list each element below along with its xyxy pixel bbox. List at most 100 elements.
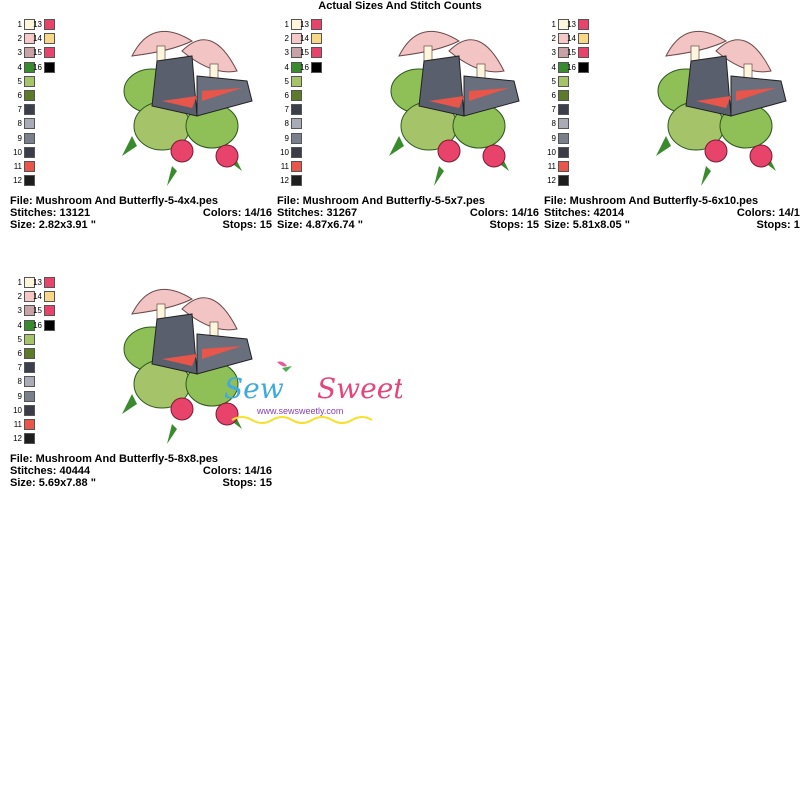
palette-swatch: 14 bbox=[30, 32, 55, 45]
file-name: File: Mushroom And Butterfly-5-8x8.pes bbox=[10, 453, 219, 465]
palette-swatch: 10 bbox=[10, 146, 35, 159]
swatch-color bbox=[311, 61, 322, 73]
swatch-number: 3 bbox=[17, 306, 22, 316]
swatch-color bbox=[578, 33, 589, 45]
swatch-color bbox=[311, 47, 322, 59]
flowers bbox=[704, 139, 773, 168]
swatch-number: 10 bbox=[547, 147, 556, 157]
palette-swatch: 6 bbox=[10, 347, 35, 360]
file-name: File: Mushroom And Butterfly-5-4x4.pes bbox=[10, 195, 219, 207]
palette-swatch: 1 bbox=[544, 18, 569, 31]
swatch-number: 10 bbox=[13, 147, 22, 157]
palette-swatch: 4 bbox=[544, 61, 569, 74]
file-name: File: Mushroom And Butterfly-5-5x7.pes bbox=[277, 195, 486, 207]
swatch-number: 8 bbox=[17, 377, 22, 387]
swatch-number: 11 bbox=[13, 162, 22, 171]
stitch-count: Stitches: 31267 bbox=[277, 207, 358, 219]
palette-swatch: 9 bbox=[277, 132, 302, 145]
swatch-number: 8 bbox=[17, 119, 22, 129]
swatch-color bbox=[558, 61, 569, 73]
swatch-color bbox=[578, 47, 589, 59]
swatch-number: 6 bbox=[284, 91, 289, 100]
palette-swatch: 1 bbox=[10, 276, 35, 289]
palette-swatch: 8 bbox=[544, 117, 569, 130]
palette-swatch: 15 bbox=[30, 46, 55, 59]
butterfly bbox=[151, 313, 253, 375]
swatch-color bbox=[558, 161, 569, 172]
palette-swatch: 11 bbox=[544, 160, 569, 173]
sew-sweetly-logo: Sew Sweetly www.sewsweetly.com bbox=[222, 358, 430, 428]
swatch-number: 12 bbox=[547, 176, 556, 186]
flowers bbox=[170, 139, 239, 168]
palette-swatch: 16 bbox=[30, 319, 55, 332]
swatch-number: 11 bbox=[280, 162, 289, 171]
color-count: Colors: 14/16 bbox=[736, 207, 800, 219]
swatch-color bbox=[24, 362, 35, 374]
swatch-color bbox=[24, 90, 35, 101]
stop-count: Stops: 15 bbox=[222, 477, 272, 489]
swatch-number: 5 bbox=[284, 76, 289, 86]
palette-swatch: 7 bbox=[10, 103, 35, 116]
swatch-number: 7 bbox=[17, 105, 22, 115]
design-size: Size: 4.87x6.74 " bbox=[277, 219, 363, 231]
palette-swatch: 1 bbox=[277, 18, 302, 31]
palette-swatch: 14 bbox=[297, 32, 322, 45]
swatch-number: 14 bbox=[567, 34, 576, 44]
swatch-number: 4 bbox=[17, 62, 22, 72]
swatch-number: 13 bbox=[567, 20, 576, 29]
swatch-number: 7 bbox=[284, 105, 289, 115]
swatch-color bbox=[291, 132, 302, 144]
palette-swatch: 13 bbox=[30, 18, 55, 31]
color-count: Colors: 14/16 bbox=[469, 207, 539, 219]
logo-brand-text: Sweetly bbox=[317, 372, 402, 405]
swatch-color bbox=[44, 19, 55, 30]
embroidery-design-image bbox=[636, 16, 800, 191]
swatch-number: 4 bbox=[551, 62, 556, 72]
palette-swatch: 9 bbox=[544, 132, 569, 145]
stop-count: Stops: 15 bbox=[756, 219, 800, 231]
swatch-number: 11 bbox=[547, 162, 556, 171]
page-title: Actual Sizes And Stitch Counts bbox=[318, 0, 482, 12]
swatch-color bbox=[24, 104, 35, 116]
swatch-number: 5 bbox=[551, 76, 556, 86]
palette-swatch: 16 bbox=[564, 61, 589, 74]
swatch-color bbox=[558, 104, 569, 116]
swatch-number: 15 bbox=[567, 48, 576, 58]
palette-swatch: 2 bbox=[10, 290, 35, 303]
palette-swatch: 5 bbox=[10, 333, 35, 346]
swatch-color bbox=[558, 90, 569, 101]
palette-swatch: 11 bbox=[277, 160, 302, 173]
swatch-number: 15 bbox=[33, 306, 42, 316]
swatch-number: 9 bbox=[17, 391, 22, 401]
swatch-color bbox=[291, 33, 302, 45]
swatch-color bbox=[24, 419, 35, 430]
palette-swatch: 10 bbox=[544, 146, 569, 159]
swatch-color bbox=[24, 277, 35, 288]
palette-swatch: 13 bbox=[30, 276, 55, 289]
palette-swatch: 12 bbox=[10, 174, 35, 187]
swatch-number: 2 bbox=[284, 34, 289, 44]
swatch-number: 5 bbox=[17, 334, 22, 344]
swatch-color bbox=[24, 146, 35, 158]
swatch-color bbox=[24, 132, 35, 144]
palette-swatch: 4 bbox=[10, 61, 35, 74]
swatch-color bbox=[24, 348, 35, 359]
swatch-color bbox=[558, 19, 569, 30]
swatch-color bbox=[558, 75, 569, 87]
palette-swatch: 3 bbox=[10, 304, 35, 317]
stop-count: Stops: 15 bbox=[489, 219, 539, 231]
swatch-number: 1 bbox=[551, 20, 556, 29]
palette-swatch: 9 bbox=[10, 390, 35, 403]
palette-swatch: 12 bbox=[10, 432, 35, 445]
palette-swatch: 7 bbox=[277, 103, 302, 116]
palette-swatch: 2 bbox=[10, 32, 35, 45]
swatch-color bbox=[24, 376, 35, 388]
design-info: File: Mushroom And Butterfly-5-6x10.pes … bbox=[544, 195, 800, 231]
swatch-number: 6 bbox=[17, 91, 22, 100]
palette-swatch: 14 bbox=[30, 290, 55, 303]
swatch-number: 15 bbox=[33, 48, 42, 58]
swatch-color bbox=[558, 33, 569, 45]
design-info: File: Mushroom And Butterfly-5-5x7.pes S… bbox=[277, 195, 539, 231]
palette-swatch: 16 bbox=[297, 61, 322, 74]
swatch-number: 14 bbox=[33, 292, 42, 302]
